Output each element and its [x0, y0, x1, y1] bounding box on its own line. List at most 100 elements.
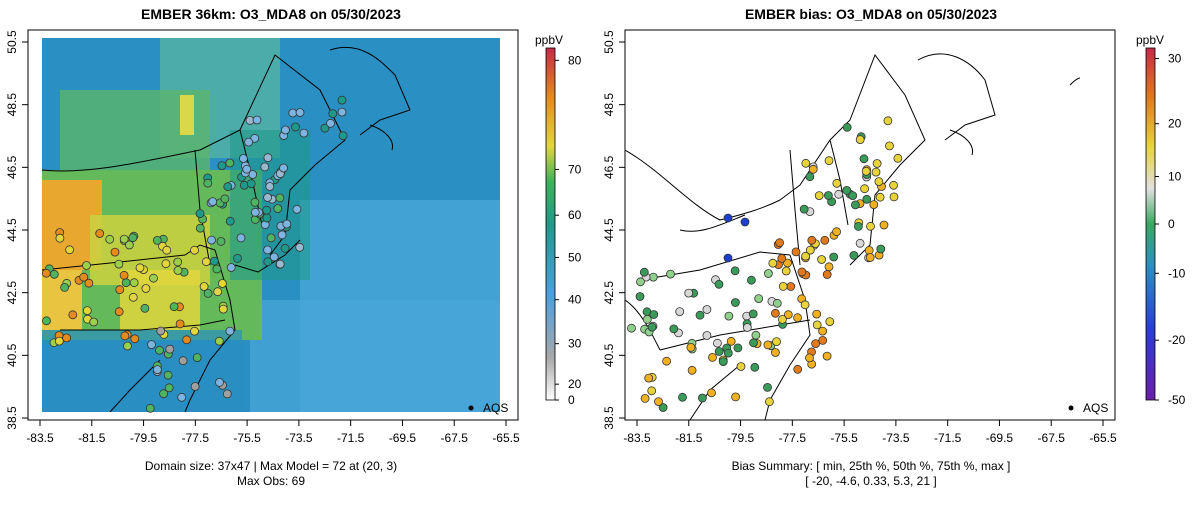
obs-marker — [702, 331, 712, 340]
obs-marker — [862, 194, 872, 204]
obs-marker — [771, 348, 780, 357]
obs-marker — [764, 269, 773, 278]
obs-marker — [140, 303, 150, 313]
obs-marker — [173, 266, 183, 275]
obs-marker — [811, 339, 820, 349]
obs-marker — [768, 258, 778, 268]
obs-marker — [326, 118, 335, 128]
obs-marker — [801, 251, 810, 261]
obs-marker — [648, 272, 658, 282]
obs-marker — [238, 154, 248, 163]
obs-marker — [123, 341, 132, 351]
obs-marker — [250, 207, 260, 217]
x-tick-label: -67.5 — [441, 431, 469, 445]
obs-marker — [130, 334, 140, 344]
y-tick-label: 42.5 — [5, 281, 19, 305]
legend-aqs-marker — [468, 405, 474, 411]
obs-marker — [751, 330, 761, 340]
obs-marker — [263, 245, 273, 255]
obs-marker — [864, 245, 874, 255]
obs-marker — [156, 326, 166, 336]
obs-marker — [60, 282, 69, 292]
obs-marker — [147, 340, 156, 350]
obs-marker — [723, 348, 733, 358]
obs-marker — [41, 268, 51, 278]
obs-marker — [265, 182, 275, 191]
x-tick-label: -81.5 — [675, 431, 703, 445]
obs-marker — [213, 287, 223, 297]
obs-marker — [49, 269, 59, 279]
obs-marker — [218, 304, 228, 314]
obs-marker — [817, 255, 826, 264]
obs-marker — [855, 238, 865, 248]
obs-marker — [812, 309, 822, 319]
obs-marker — [105, 234, 115, 244]
obs-marker — [236, 233, 246, 243]
obs-marker — [337, 95, 347, 105]
obs-marker — [783, 310, 793, 320]
obs-marker — [159, 389, 169, 399]
obs-marker — [848, 191, 858, 201]
obs-marker — [874, 177, 884, 187]
right-colorbar — [1145, 47, 1156, 401]
obs-marker — [320, 123, 330, 133]
left-axes: -83.5 -81.5 -79.5 -77.5 -75.5 -73.5 -71.5 -69.5… — [5, 30, 520, 445]
obs-marker — [82, 261, 91, 270]
obs-marker — [110, 247, 120, 257]
obs-marker — [777, 253, 787, 263]
obs-marker — [263, 257, 273, 267]
obs-marker — [883, 116, 893, 126]
y-tick-label: 40.5 — [602, 343, 616, 367]
obs-marker — [733, 343, 743, 353]
y-tick-label: 38.5 — [5, 406, 19, 430]
y-tick-label: 44.5 — [602, 218, 616, 242]
obs-marker — [731, 392, 740, 402]
obs-marker — [791, 247, 801, 257]
obs-marker — [214, 336, 224, 346]
colorbar-tick-label: 50 — [568, 250, 582, 264]
left-colorbar — [545, 47, 556, 401]
obs-marker — [217, 161, 227, 171]
obs-marker — [723, 213, 733, 223]
obs-marker — [869, 200, 879, 210]
obs-marker — [666, 269, 675, 279]
obs-marker — [708, 352, 717, 362]
obs-marker — [754, 294, 764, 304]
obs-marker — [687, 365, 697, 375]
obs-marker — [291, 122, 300, 132]
colorbar-tick-label: 20 — [568, 377, 582, 391]
left-footer-line1: Domain size: 37x47 | Max Model = 72 at (… — [145, 459, 397, 473]
obs-marker — [203, 288, 213, 298]
obs-marker — [121, 278, 131, 288]
obs-marker — [169, 302, 179, 312]
obs-marker — [282, 219, 292, 229]
left-obs-markers — [41, 95, 348, 413]
obs-marker — [678, 392, 687, 402]
obs-marker — [730, 266, 740, 276]
obs-marker — [128, 233, 138, 243]
obs-marker — [42, 316, 51, 326]
colorbar-tick-label: 0 — [1168, 217, 1175, 231]
obs-marker — [152, 365, 162, 375]
obs-marker — [163, 370, 173, 380]
obs-marker — [216, 236, 226, 246]
obs-marker — [162, 245, 172, 255]
obs-marker — [763, 382, 772, 392]
obs-marker — [288, 108, 298, 118]
obs-marker — [724, 311, 734, 321]
obs-marker — [263, 193, 273, 202]
obs-marker — [814, 191, 824, 201]
x-tick-label: -73.5 — [882, 431, 910, 445]
x-tick-label: -81.5 — [78, 431, 106, 445]
obs-marker — [82, 306, 92, 316]
obs-marker — [627, 323, 636, 333]
colorbar-tick-label: 30 — [568, 337, 582, 351]
y-tick-label: 50.5 — [5, 30, 19, 54]
obs-marker — [55, 233, 65, 243]
obs-marker — [201, 257, 211, 267]
x-tick-label: -79.5 — [130, 431, 158, 445]
obs-marker — [832, 178, 842, 188]
obs-marker — [824, 156, 834, 166]
left-title: EMBER 36km: O3_MDA8 on 05/30/2023 — [141, 6, 401, 22]
obs-marker — [209, 256, 219, 266]
